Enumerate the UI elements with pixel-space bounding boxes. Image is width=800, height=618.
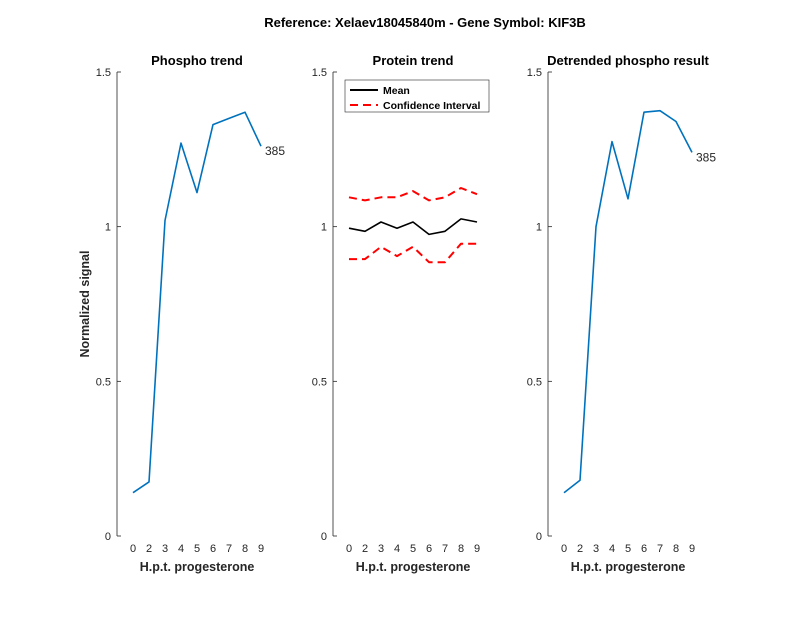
series-line-1 xyxy=(132,111,262,494)
x-tick-label: 6 xyxy=(426,543,432,555)
x-tick-label: 3 xyxy=(162,543,168,555)
panel-title: Phospho trend xyxy=(151,53,243,68)
y-tick-label: 1.5 xyxy=(312,67,327,79)
series-line-1 xyxy=(563,109,693,494)
y-tick-label: 0.5 xyxy=(96,376,111,388)
y-axis-label: Normalized signal xyxy=(78,251,92,358)
x-tick-label: 6 xyxy=(641,543,647,555)
line-annotation: 385 xyxy=(265,144,285,158)
x-tick-label: 0 xyxy=(561,543,567,555)
panel-title: Detrended phospho result xyxy=(547,53,709,68)
series-line-1 xyxy=(348,218,478,236)
y-tick-label: 0.5 xyxy=(527,376,542,388)
x-tick-label: 0 xyxy=(130,543,136,555)
legend-entry: Mean xyxy=(383,85,410,97)
line-annotation: 385 xyxy=(696,150,716,164)
x-tick-label: 9 xyxy=(689,543,695,555)
x-tick-label: 2 xyxy=(146,543,152,555)
x-tick-label: 5 xyxy=(410,543,416,555)
x-tick-label: 8 xyxy=(673,543,679,555)
x-tick-label: 7 xyxy=(442,543,448,555)
legend: Mean Confidence Interval xyxy=(344,79,490,113)
x-tick-label: 7 xyxy=(657,543,663,555)
y-tick-label: 0 xyxy=(321,531,327,543)
x-tick-label: 9 xyxy=(474,543,480,555)
x-tick-label: 4 xyxy=(178,543,184,555)
legend-box xyxy=(344,79,490,113)
x-tick-label: 3 xyxy=(593,543,599,555)
series-line-2 xyxy=(348,187,478,202)
panel-title: Protein trend xyxy=(373,53,454,68)
x-tick-label: 8 xyxy=(242,543,248,555)
y-tick-label: 1.5 xyxy=(527,67,542,79)
y-tick-label: 1 xyxy=(536,222,542,234)
x-tick-label: 4 xyxy=(394,543,400,555)
series-line-3 xyxy=(349,242,477,264)
x-axis-label: H.p.t. progesterone xyxy=(140,560,255,574)
legend-entry: Confidence Interval xyxy=(383,100,481,112)
x-axis-label: H.p.t. progesterone xyxy=(571,560,686,574)
x-axis-label: H.p.t. progesterone xyxy=(356,560,471,574)
x-tick-label: 9 xyxy=(258,543,264,555)
x-tick-label: 5 xyxy=(194,543,200,555)
x-tick-label: 6 xyxy=(210,543,216,555)
x-tick-label: 2 xyxy=(577,543,583,555)
y-tick-label: 0 xyxy=(105,531,111,543)
y-tick-label: 1 xyxy=(105,222,111,234)
x-tick-label: 2 xyxy=(362,543,368,555)
x-tick-label: 0 xyxy=(346,543,352,555)
y-tick-label: 0.5 xyxy=(312,376,327,388)
figure-title: Reference: Xelaev18045840m - Gene Symbol… xyxy=(264,15,586,30)
x-tick-label: 5 xyxy=(625,543,631,555)
x-tick-label: 7 xyxy=(226,543,232,555)
x-tick-label: 3 xyxy=(378,543,384,555)
y-tick-label: 0 xyxy=(536,531,542,543)
x-tick-label: 4 xyxy=(609,543,615,555)
x-tick-label: 8 xyxy=(458,543,464,555)
y-tick-label: 1.5 xyxy=(96,67,111,79)
y-tick-label: 1 xyxy=(321,222,327,234)
